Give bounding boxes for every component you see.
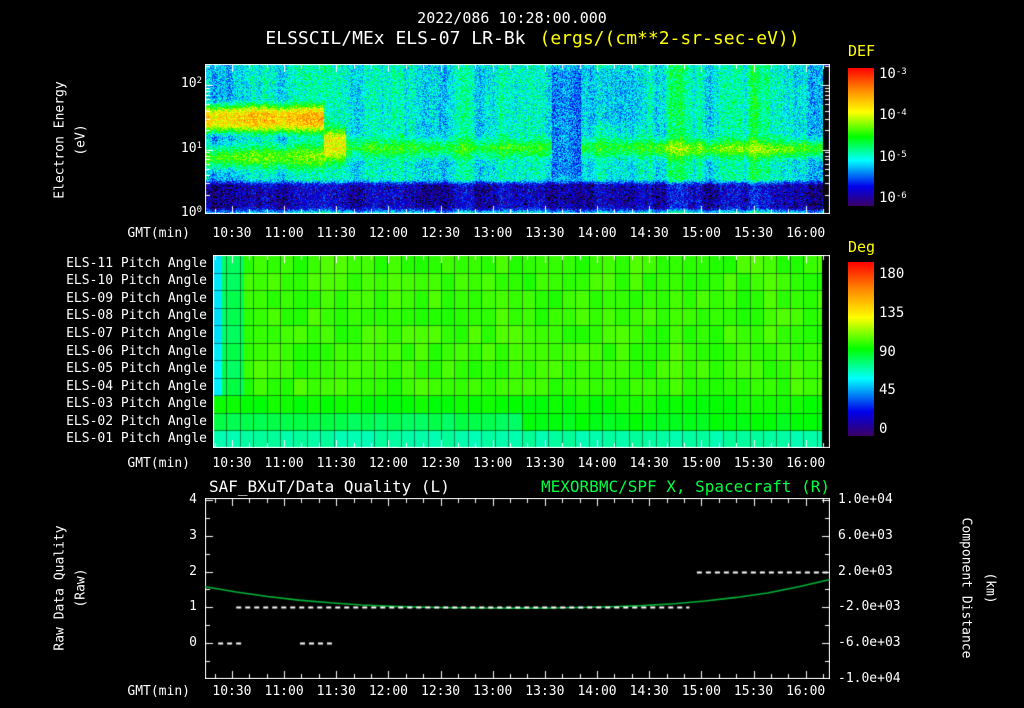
colorbar1-tick-label: 10-3 [879, 66, 907, 82]
flux-colorbar [848, 68, 874, 206]
p3-right-tick-label: -1.0e+04 [838, 670, 901, 686]
x-tick-label: 15:30 [733, 684, 774, 699]
x-tick-label: 15:00 [681, 456, 721, 471]
x-tick-label: 12:00 [368, 456, 408, 471]
p3-ylabel-right-line2: (km) [982, 572, 998, 604]
pitch-row-label: ELS-02 Pitch Angle [66, 413, 207, 429]
x-tick-label: 13:00 [473, 684, 513, 699]
gmt-label-2: GMT(min) [127, 456, 190, 471]
x-tick-label: 11:00 [264, 684, 304, 699]
colorbar2-tick-label: 90 [879, 343, 896, 360]
x-tick-label: 10:30 [212, 684, 252, 699]
p1-y-tick-label: 101 [180, 140, 202, 156]
x-tick-label: 10:30 [212, 226, 252, 241]
colorbar2-tick-label: 45 [879, 382, 896, 399]
x-tick-label: 15:00 [681, 226, 721, 241]
p1-ylabel-line1: Electron Energy [52, 81, 68, 199]
p3-left-title: SAF_BXuT/Data Quality (L) [209, 477, 450, 496]
colorbar2-tick-label: 135 [879, 304, 905, 321]
pitch-row-label: ELS-09 Pitch Angle [66, 290, 207, 306]
x-tick-label: 16:00 [786, 226, 826, 241]
p3-left-tick-label: 0 [189, 635, 197, 650]
plot-title-text: ELSSCIL/MEx ELS-07 LR-Bk [265, 28, 526, 49]
x-tick-label: 15:00 [681, 684, 721, 699]
x-tick-label: 12:00 [368, 684, 408, 699]
gmt-label-1: GMT(min) [127, 226, 190, 241]
x-tick-label: 12:30 [420, 226, 461, 241]
p1-ylabel-line2: (eV) [73, 124, 89, 156]
x-tick-label: 11:30 [316, 456, 356, 471]
x-tick-label: 14:30 [629, 456, 669, 471]
x-tick-label: 12:30 [420, 684, 461, 699]
colorbar2-title: Deg [848, 238, 876, 256]
p3-left-tick-label: 1 [189, 599, 197, 615]
pitch-row-label: ELS-10 Pitch Angle [66, 273, 207, 289]
p1-y-tick-label: 102 [180, 76, 202, 91]
p3-ylabel-left-line1: Raw Data Quality [52, 525, 68, 651]
x-tick-label: 16:00 [786, 684, 826, 699]
p3-right-tick-label: -2.0e+03 [838, 599, 901, 615]
p3-right-tick-label: 6.0e+03 [838, 527, 893, 543]
colorbar1-title: DEF [848, 42, 876, 60]
x-tick-label: 14:00 [577, 226, 617, 241]
x-tick-label: 11:30 [316, 684, 356, 699]
p3-right-title: MEXORBMC/SPF X, Spacecraft (R) [541, 477, 830, 496]
timestamp-title: 2022/086 10:28:00.000 [417, 9, 607, 27]
x-tick-label: 14:00 [577, 456, 617, 471]
x-tick-label: 14:00 [577, 684, 617, 699]
p3-left-tick-label: 4 [189, 492, 197, 507]
pitch-row-label: ELS-01 Pitch Angle [66, 431, 207, 447]
p3-ylabel-right-line1: Component Distance [958, 517, 974, 659]
colorbar1-tick-label: 10-5 [879, 148, 907, 165]
x-tick-label: 11:00 [264, 226, 304, 241]
p3-right-tick-label: 2.0e+03 [838, 563, 893, 579]
x-tick-label: 13:30 [525, 456, 565, 471]
x-tick-label: 16:00 [786, 456, 826, 471]
x-tick-label: 15:30 [733, 456, 774, 471]
p3-ylabel-left-line2: (Raw) [73, 568, 89, 608]
pitch-row-label: ELS-07 Pitch Angle [66, 325, 207, 341]
x-tick-label: 12:30 [420, 456, 461, 471]
colorbar1-tick-label: 10-4 [879, 107, 907, 124]
pitch-row-label: ELS-11 Pitch Angle [66, 255, 207, 271]
colorbar1-tick-label: 10-6 [879, 189, 907, 206]
p3-right-tick-label: 1.0e+04 [838, 492, 893, 507]
pitch-row-label: ELS-08 Pitch Angle [66, 308, 207, 324]
p1-y-tick-label: 100 [180, 205, 202, 220]
x-tick-label: 13:00 [473, 456, 513, 471]
x-tick-label: 11:00 [264, 456, 304, 471]
plot-title-units: (ergs/(cm**2-sr-sec-eV)) [539, 28, 800, 49]
x-tick-label: 14:30 [629, 226, 669, 241]
gmt-label-3: GMT(min) [127, 684, 190, 699]
quality-distance-canvas [205, 498, 830, 679]
p3-right-tick-label: -6.0e+03 [838, 635, 901, 650]
plot-title: ELSSCIL/MEx ELS-07 LR-Bk (ergs/(cm**2-sr-… [205, 28, 860, 49]
colorbar2-tick-label: 0 [879, 421, 888, 437]
x-tick-label: 11:30 [316, 226, 356, 241]
pitch-row-label: ELS-05 Pitch Angle [66, 361, 207, 377]
pitch-angle-colorbar [848, 262, 874, 436]
pitch-row-label: ELS-06 Pitch Angle [66, 343, 207, 359]
x-tick-label: 12:00 [368, 226, 408, 241]
pitch-row-label: ELS-03 Pitch Angle [66, 396, 207, 412]
p3-left-tick-label: 3 [189, 527, 197, 543]
pitch-row-label: ELS-04 Pitch Angle [66, 378, 207, 394]
x-tick-label: 13:00 [473, 226, 513, 241]
x-tick-label: 14:30 [629, 684, 669, 699]
x-tick-label: 13:30 [525, 684, 565, 699]
energy-spectrogram-canvas [205, 64, 830, 214]
x-tick-label: 15:30 [733, 226, 774, 241]
p3-left-tick-label: 2 [189, 563, 197, 579]
pitch-angle-canvas [213, 255, 830, 448]
colorbar2-tick-label: 180 [879, 266, 905, 282]
x-tick-label: 10:30 [212, 456, 252, 471]
x-tick-label: 13:30 [525, 226, 565, 241]
